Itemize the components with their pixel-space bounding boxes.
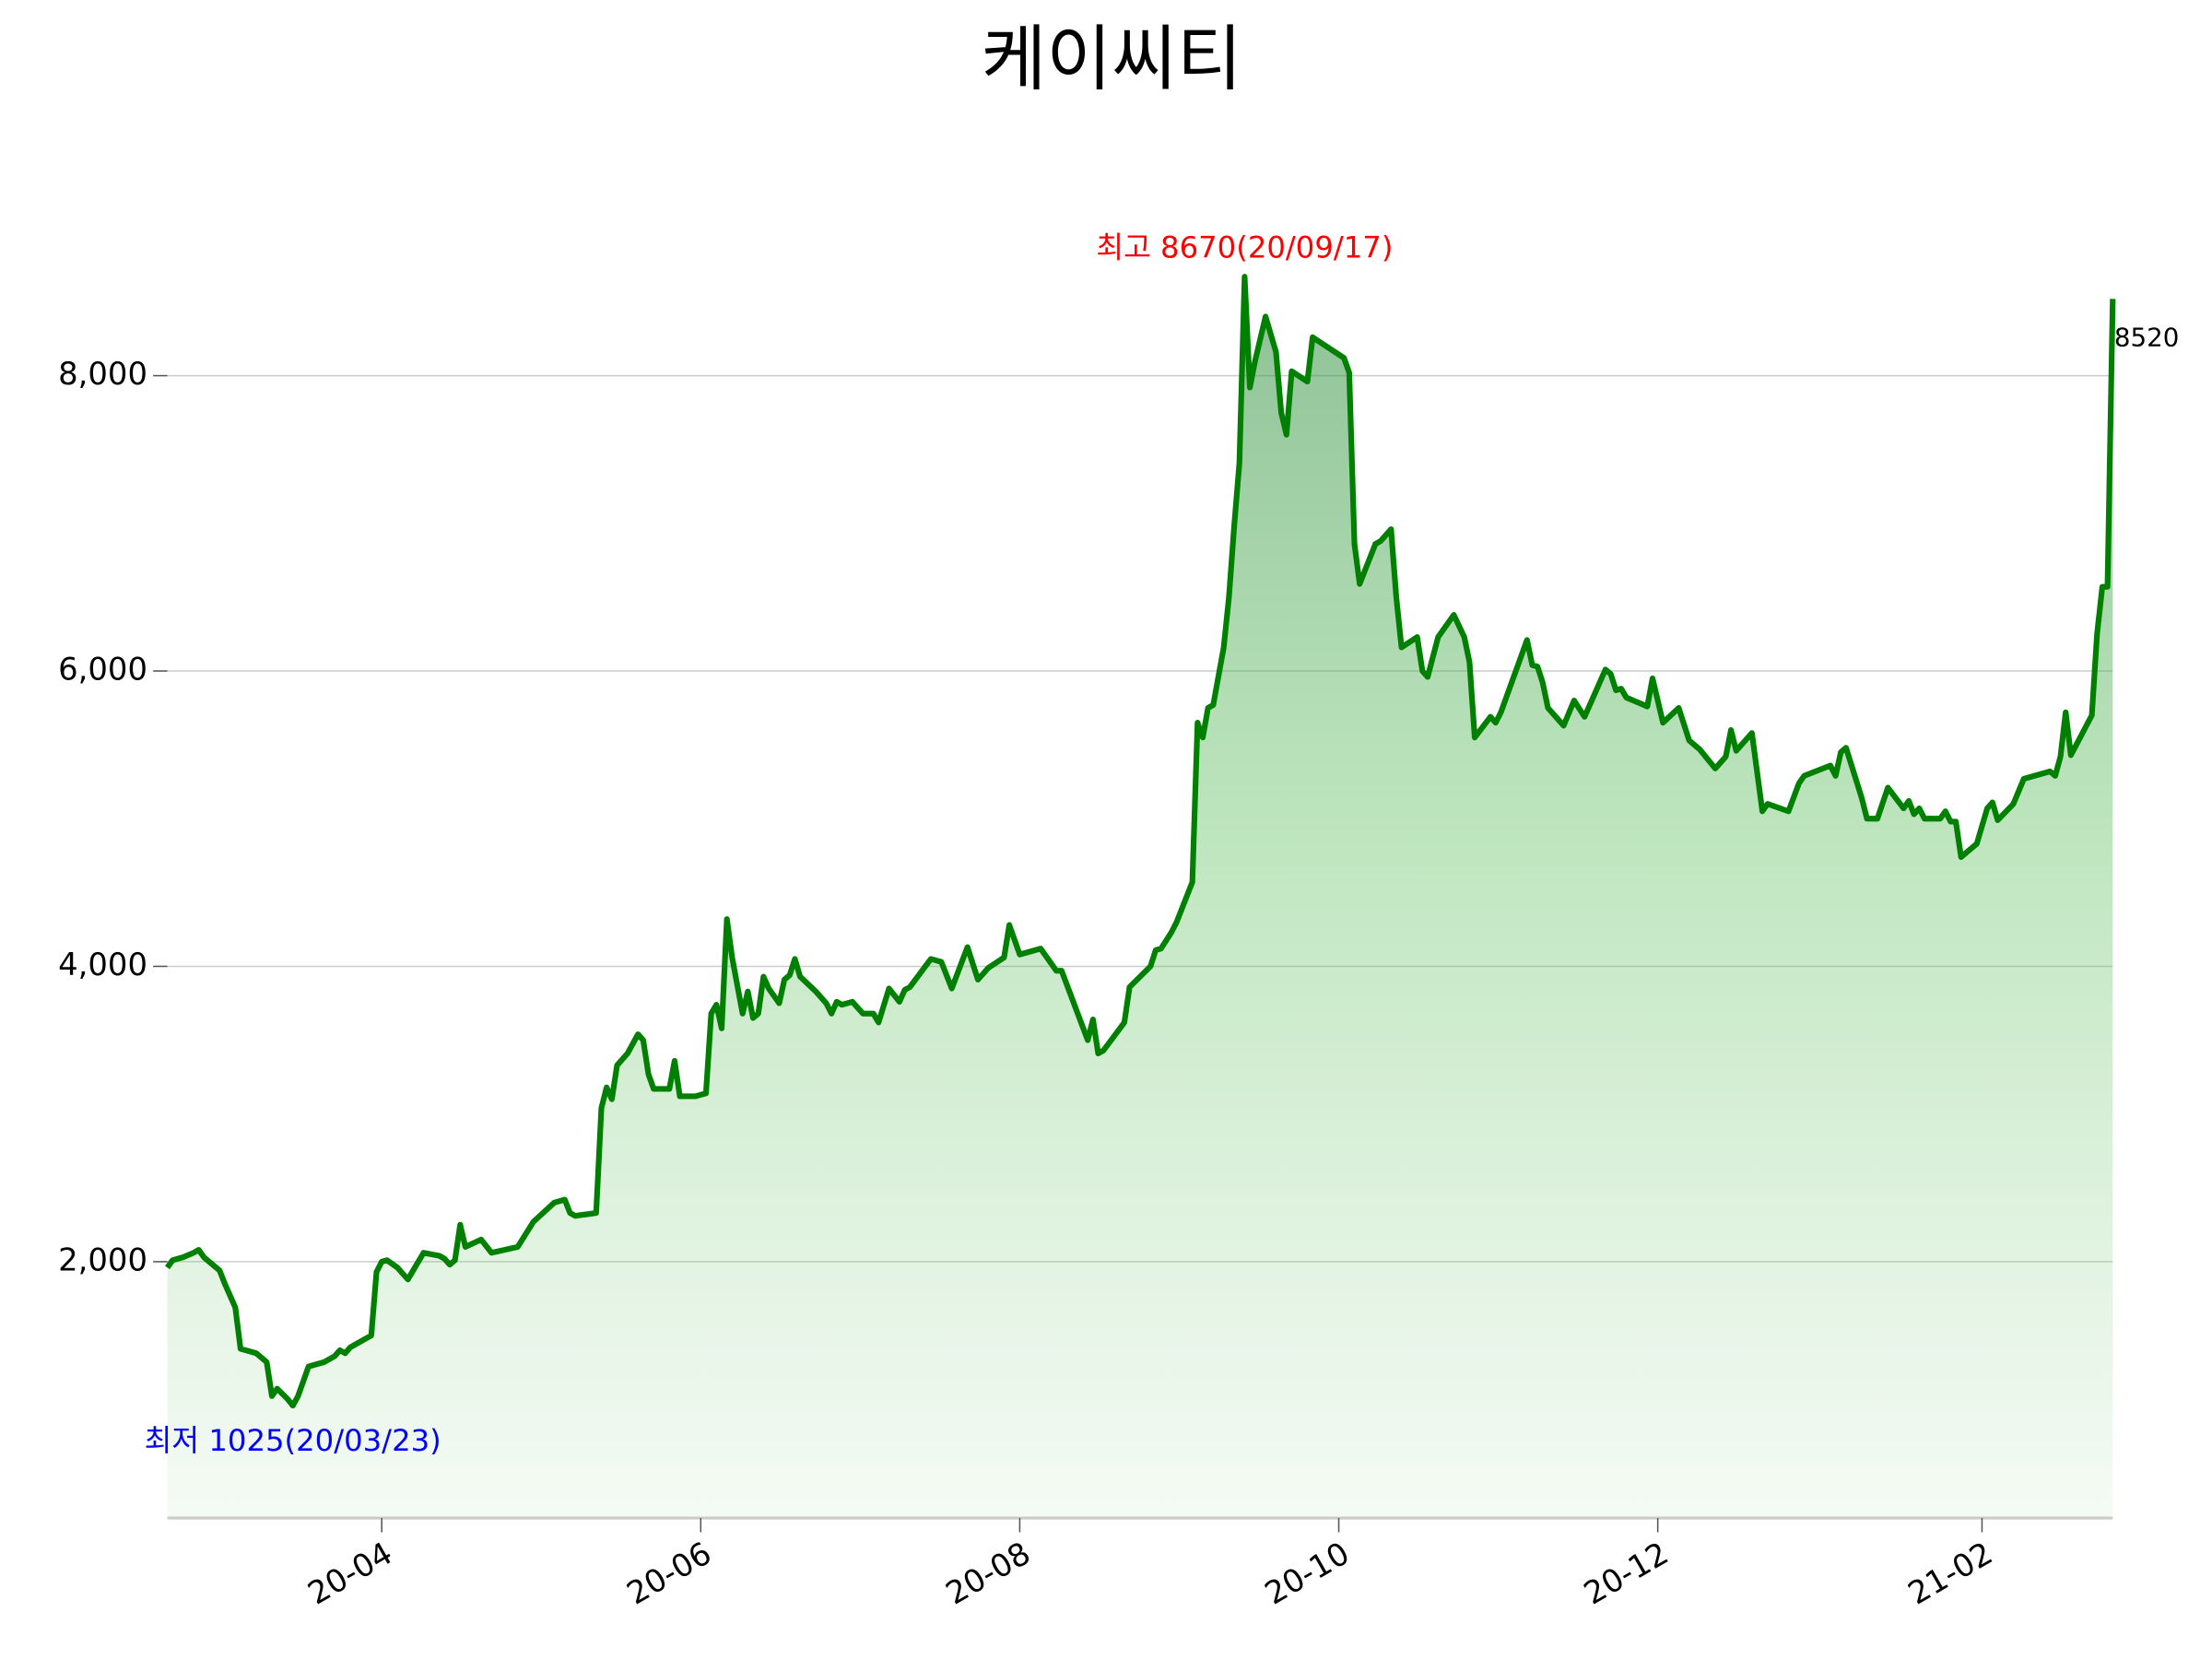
low-annotation: 최저 1025(20/03/23)	[145, 1423, 441, 1458]
x-tick-label: 20-10	[1259, 1535, 1356, 1611]
area-fill	[167, 276, 2113, 1519]
y-tick-label: 4,000	[58, 947, 147, 982]
x-tick-label: 20-06	[621, 1535, 718, 1611]
x-tick-label: 20-08	[940, 1535, 1037, 1611]
y-tick-label: 8,000	[58, 356, 147, 392]
x-tick-label: 20-12	[1578, 1535, 1675, 1611]
y-tick-label: 6,000	[58, 651, 147, 687]
x-tick-label: 21-02	[1902, 1535, 1999, 1611]
last-value-label: 8520	[2114, 323, 2179, 353]
price-line	[165, 274, 2116, 1409]
y-tick-label: 2,000	[58, 1241, 147, 1277]
chart-title: 케이씨티	[982, 18, 1242, 100]
high-annotation: 최고 8670(20/09/17)	[1096, 229, 1393, 265]
x-tick-label: 20-04	[302, 1535, 399, 1611]
